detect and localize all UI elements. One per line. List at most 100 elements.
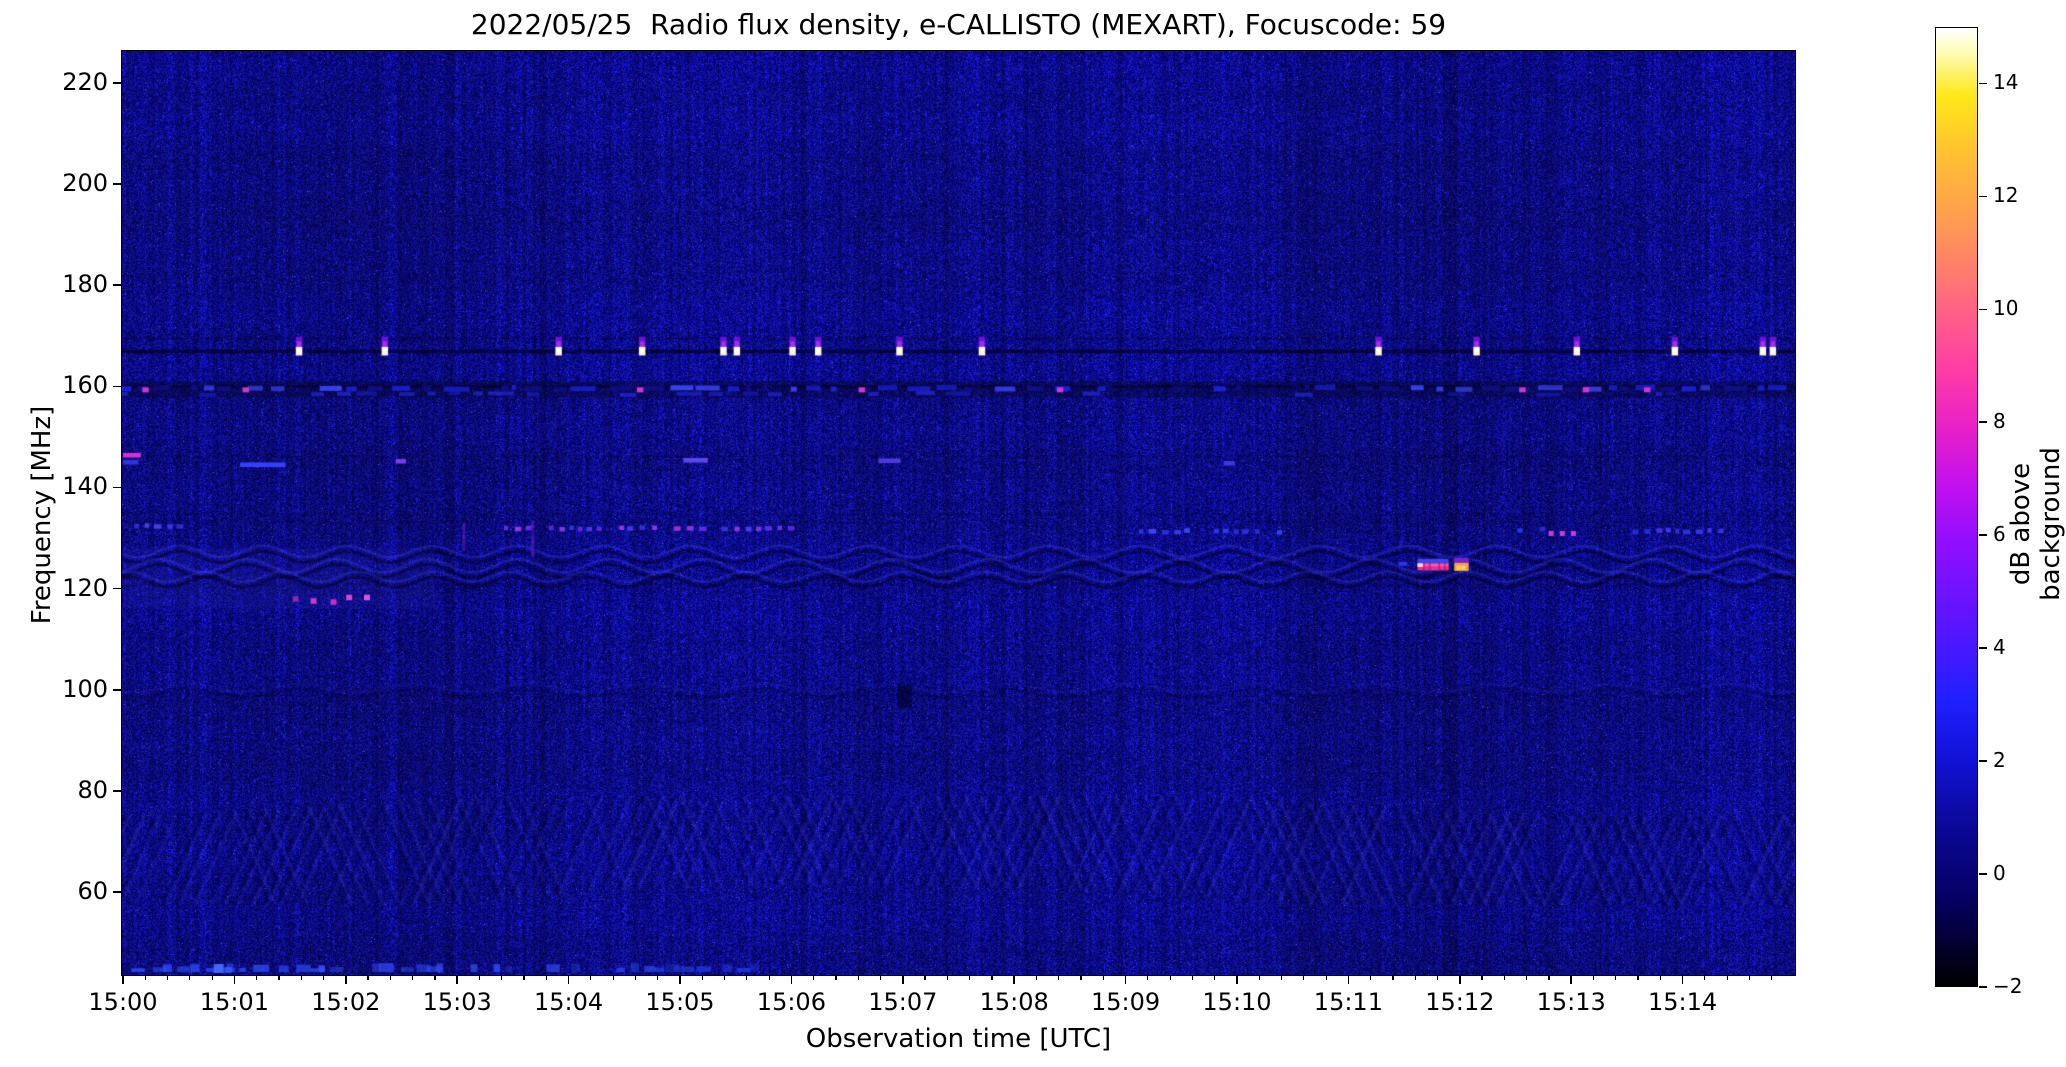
x-minor-tick-mark [1748, 975, 1751, 980]
x-tick-label: 15:05 [645, 988, 715, 1016]
spectrogram-canvas [122, 51, 1795, 975]
x-tick-mark [902, 975, 904, 984]
x-minor-tick-mark [1147, 975, 1149, 980]
x-minor-tick-mark [144, 975, 146, 980]
x-minor-tick-mark [189, 975, 191, 980]
x-minor-tick-mark [991, 975, 993, 980]
x-tick-mark [1124, 975, 1127, 984]
x-minor-tick-mark [278, 975, 280, 980]
x-tick-label: 15:01 [199, 988, 269, 1016]
x-tick-mark [1347, 975, 1350, 984]
x-minor-tick-mark [256, 975, 258, 980]
x-minor-tick-mark [434, 975, 436, 980]
y-tick-label: 180 [62, 270, 108, 299]
x-minor-tick-mark [1548, 975, 1550, 980]
x-minor-tick-mark [322, 975, 325, 980]
colorbar-tick-label: 14 [1993, 70, 2019, 95]
x-tick-label: 15:07 [868, 988, 938, 1016]
x-minor-tick-mark [545, 975, 547, 980]
colorbar-label: dB above background [2006, 447, 2066, 601]
x-tick-label: 15:12 [1425, 988, 1495, 1016]
y-tick-label: 200 [62, 169, 108, 197]
x-minor-tick-mark [1615, 975, 1617, 980]
x-minor-tick-mark [768, 975, 770, 980]
colorbar-tick-mark [1978, 534, 1987, 537]
x-minor-tick-mark [1214, 975, 1216, 980]
x-minor-tick-mark [1370, 975, 1372, 980]
y-tick-mark [113, 891, 122, 893]
x-minor-tick-mark [367, 975, 369, 980]
y-tick-mark [113, 688, 122, 691]
x-minor-tick-mark [501, 975, 503, 980]
y-tick-mark [113, 385, 122, 388]
x-minor-tick-mark [634, 975, 637, 980]
colorbar-tick-mark [1978, 873, 1987, 875]
x-minor-tick-mark [211, 975, 213, 980]
x-minor-tick-mark [946, 975, 948, 980]
x-minor-tick-mark [1704, 975, 1706, 980]
colorbar [1935, 27, 1978, 987]
x-tick-label: 15:00 [88, 988, 158, 1016]
x-minor-tick-mark [813, 975, 815, 980]
colorbar-tick-mark [1978, 986, 1987, 988]
colorbar-tick-mark [1978, 760, 1987, 762]
colorbar-tick-label: 6 [1993, 522, 2006, 547]
x-minor-tick-mark [300, 975, 302, 980]
colorbar-tick-mark [1978, 195, 1987, 198]
x-minor-tick-mark [1637, 975, 1639, 980]
colorbar-tick-label: 4 [1993, 635, 2006, 660]
x-tick-mark [567, 975, 570, 984]
x-minor-tick-mark [1303, 975, 1305, 980]
y-tick-label: 120 [62, 573, 108, 602]
x-tick-mark [1236, 975, 1238, 984]
x-minor-tick-mark [835, 975, 837, 980]
colorbar-tick-mark [1978, 647, 1987, 649]
y-tick-mark [113, 587, 122, 590]
x-tick-mark [1681, 975, 1684, 984]
x-minor-tick-mark [523, 975, 525, 980]
x-minor-tick-mark [1191, 975, 1194, 980]
x-minor-tick-mark [1414, 975, 1416, 980]
x-tick-label: 15:08 [979, 988, 1049, 1016]
x-minor-tick-mark [746, 975, 748, 980]
colorbar-tick-label: 10 [1993, 296, 2019, 321]
y-tick-mark [113, 82, 122, 84]
x-minor-tick-mark [1592, 975, 1595, 980]
x-minor-tick-mark [1035, 975, 1038, 980]
x-minor-tick-mark [1280, 975, 1283, 980]
x-tick-mark [1013, 975, 1016, 984]
x-minor-tick-mark [1436, 975, 1439, 980]
x-minor-tick-mark [1258, 975, 1260, 980]
x-minor-tick-mark [1325, 975, 1327, 980]
y-tick-label: 60 [77, 877, 108, 906]
y-tick-label: 160 [62, 371, 108, 400]
x-tick-label: 15:04 [534, 988, 604, 1016]
x-tick-mark [790, 975, 793, 984]
colorbar-tick-label: 0 [1993, 861, 2006, 886]
y-tick-mark [113, 790, 122, 792]
y-tick-label: 220 [62, 67, 108, 96]
x-minor-tick-mark [1102, 975, 1104, 980]
x-minor-tick-mark [1169, 975, 1171, 980]
x-tick-mark [122, 975, 124, 984]
x-minor-tick-mark [1771, 975, 1773, 980]
y-tick-label: 80 [77, 775, 108, 804]
x-minor-tick-mark [1080, 975, 1082, 980]
x-tick-label: 15:06 [756, 988, 826, 1016]
x-tick-label: 15:02 [311, 988, 381, 1016]
x-tick-mark [679, 975, 681, 984]
x-minor-tick-mark [590, 975, 592, 980]
x-minor-tick-mark [701, 975, 703, 980]
y-tick-label: 100 [62, 674, 108, 703]
x-minor-tick-mark [969, 975, 971, 980]
y-tick-mark [113, 183, 122, 185]
y-tick-mark [113, 486, 122, 489]
x-minor-tick-mark [857, 975, 859, 980]
x-tick-label: 15:03 [422, 988, 492, 1016]
y-tick-label: 140 [62, 472, 108, 501]
colorbar-tick-mark [1978, 308, 1987, 311]
x-tick-mark [233, 975, 236, 984]
y-axis-label: Frequency [MHz] [27, 405, 57, 625]
x-minor-tick-mark [1481, 975, 1483, 980]
